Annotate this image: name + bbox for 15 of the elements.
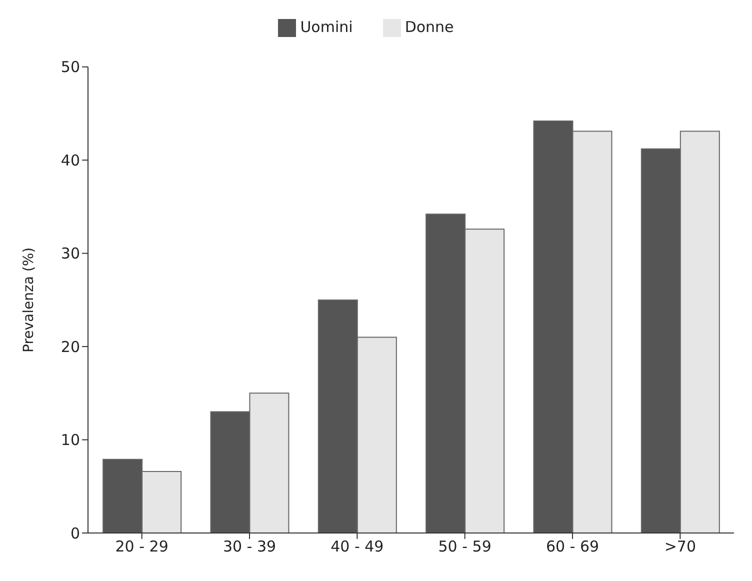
y-axis-title: Prevalenza (%) [20, 247, 37, 352]
x-tick-label: 30 - 39 [222, 538, 276, 556]
x-tick-label: 20 - 29 [115, 538, 168, 556]
y-tick-label: 10 [60, 431, 80, 450]
x-tick-label: >70 [664, 538, 696, 556]
x-tick-label: 40 - 49 [330, 538, 384, 556]
y-tick-label: 20 [60, 338, 80, 356]
legend-label: Uomini [300, 18, 353, 36]
x-tick-label: 60 - 69 [546, 538, 600, 556]
y-tick-label: 40 [60, 151, 80, 170]
x-tick-label: 50 - 59 [438, 538, 492, 556]
legend-label: Donne [404, 18, 454, 36]
y-tick-label: 0 [70, 524, 80, 542]
y-tick-label: 30 [60, 244, 80, 263]
y-tick-label: 50 [60, 58, 80, 76]
